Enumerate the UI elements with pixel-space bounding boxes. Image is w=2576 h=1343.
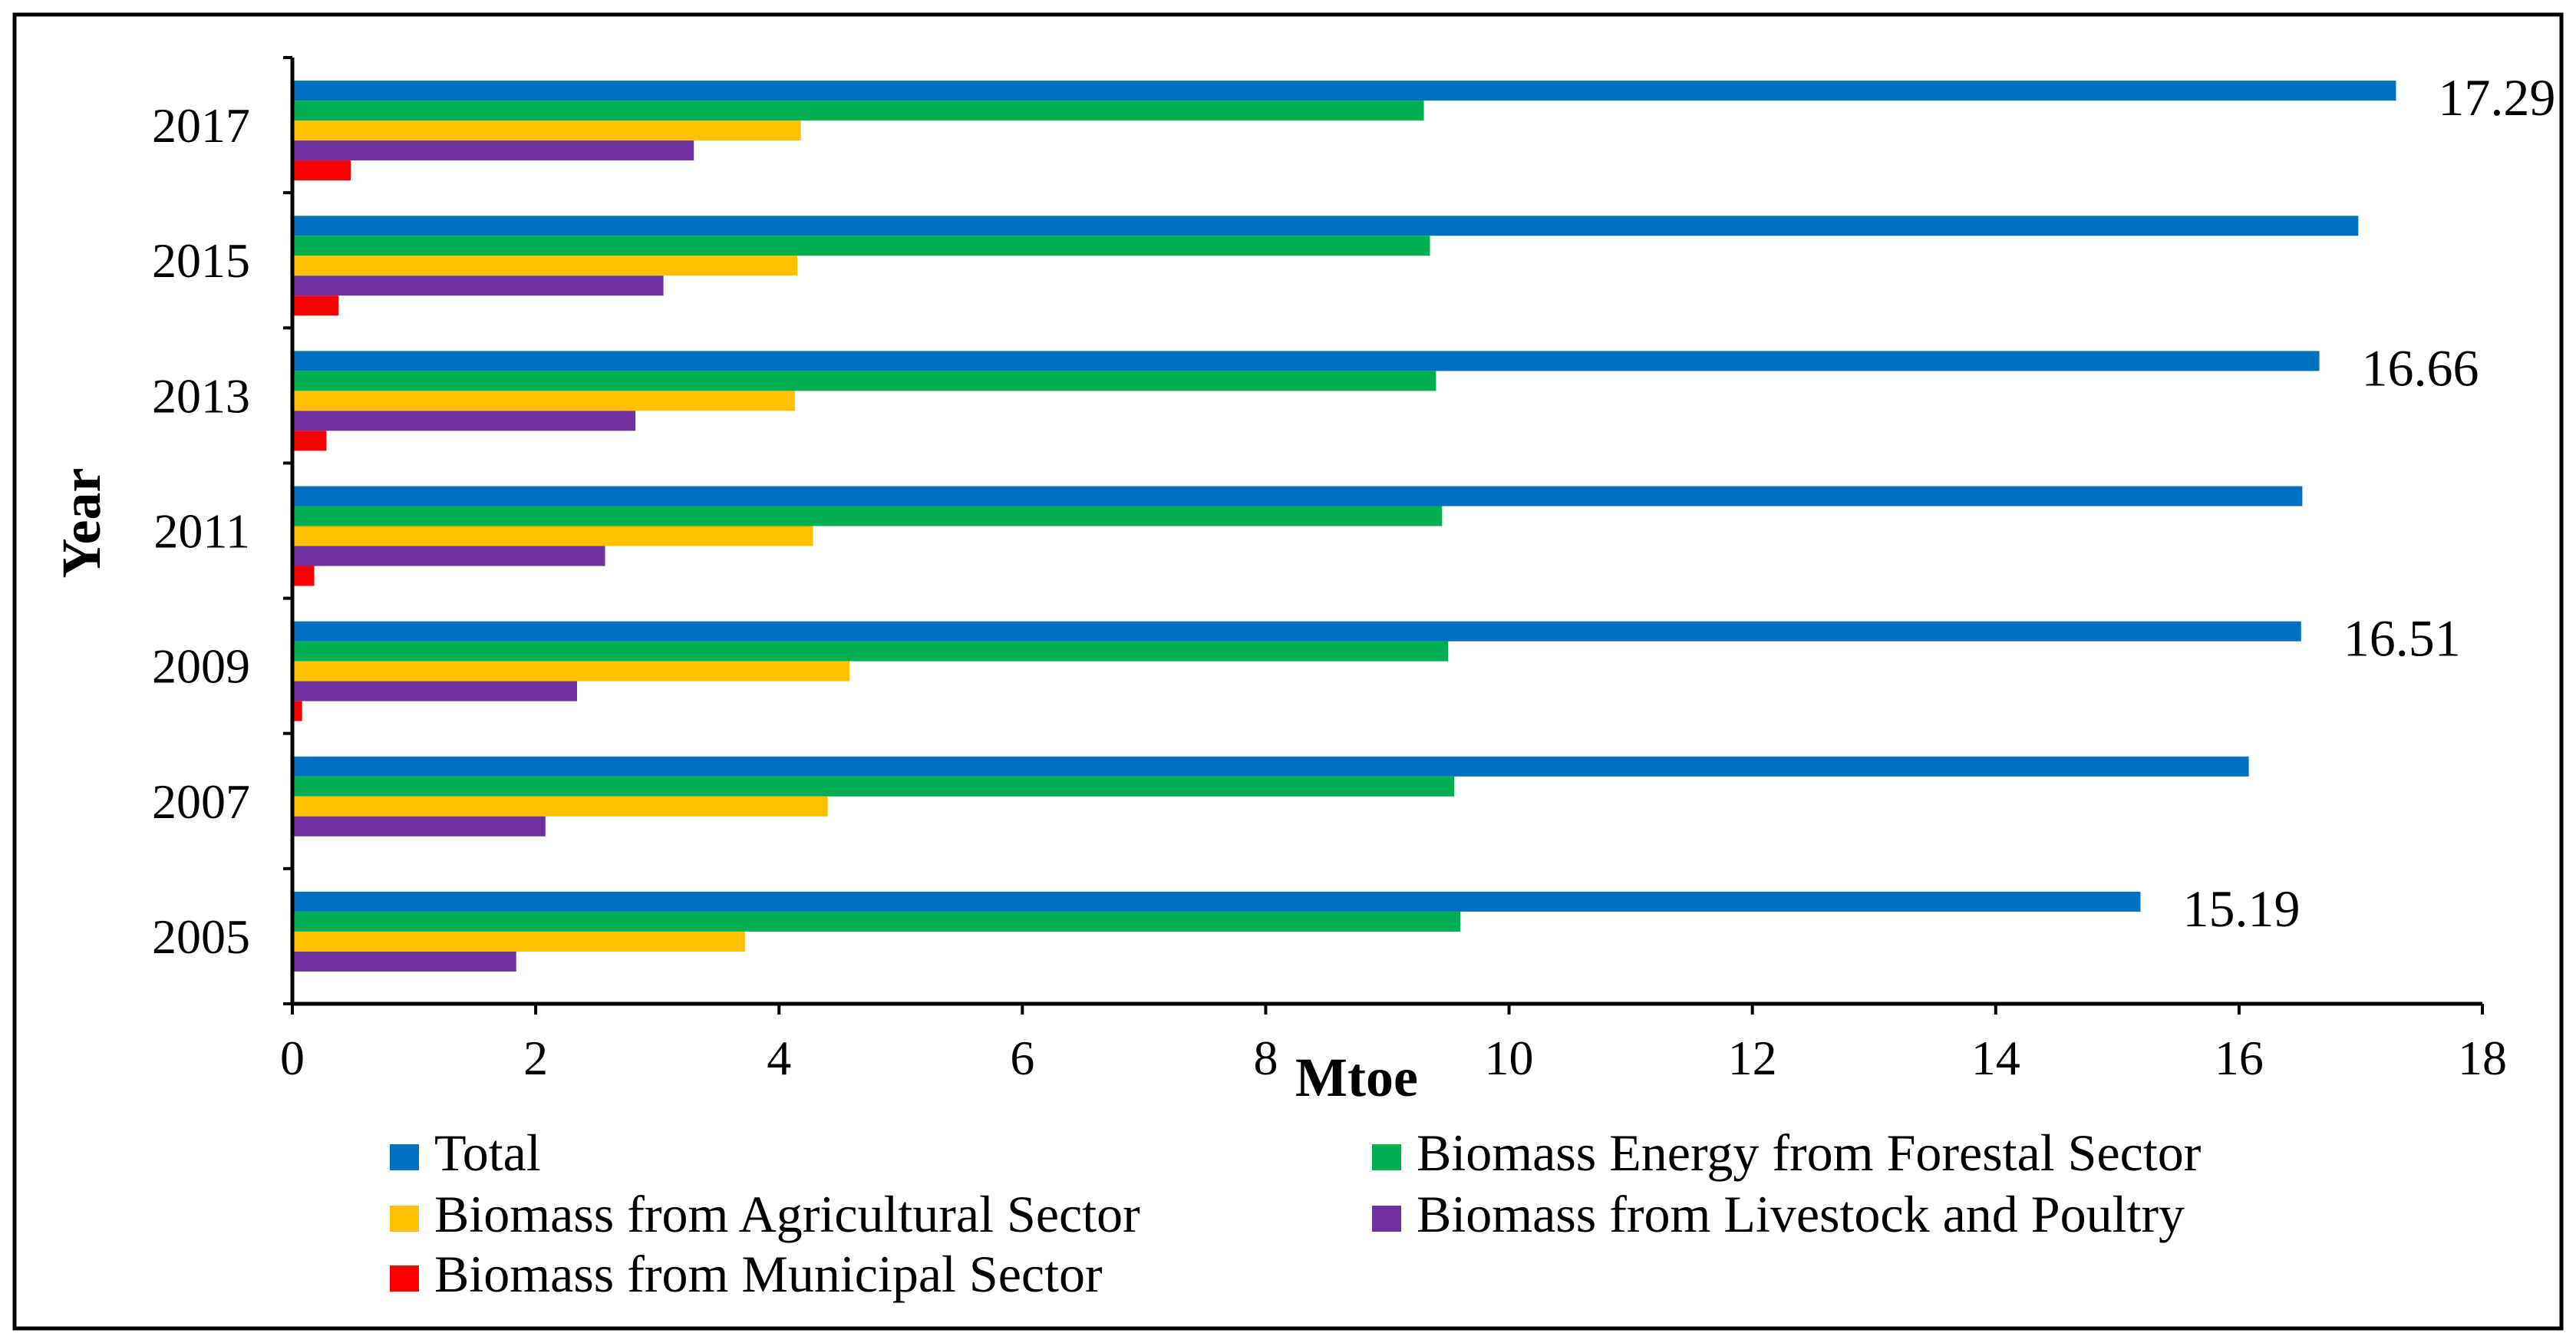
legend-label-total: Total [434,1124,541,1182]
bar-2011-biomass-from-livestock-and-poultry [292,546,605,566]
bar-2005-biomass-from-agricultural-sector [292,931,745,952]
bar-2011-total [292,486,2303,507]
x-tick-label-2: 2 [523,1031,548,1085]
bar-2009-biomass-energy-from-forestal-sector [292,641,1449,662]
bar-2007-biomass-from-livestock-and-poultry [292,816,546,836]
legend-label-biomass-from-agricultural-sector: Biomass from Agricultural Sector [434,1185,1140,1243]
y-tick-label-2009: 2009 [152,639,250,694]
x-tick-label-6: 6 [1010,1031,1034,1085]
bar-2013-biomass-from-agricultural-sector [292,391,795,411]
bar-2017-biomass-from-municipal-sector [292,160,351,181]
labels-layer: 2017 2015 2013 2011 2009 2007 2005 0 2 4 6 8 10 12 14 1… [51,68,2555,1108]
x-axis-title: Mtoe [1295,1047,1418,1108]
legend-swatch-biomass-from-agricultural-sector [390,1206,419,1232]
bar-2009-total [292,621,2301,642]
x-tick-label-0: 0 [280,1031,305,1085]
legend-swatch-biomass-from-livestock-and-poultry [1372,1206,1401,1232]
x-tick-label-14: 14 [1971,1031,2020,1085]
bar-2007-total [292,756,2249,777]
data-label-2005: 15.19 [2182,879,2300,938]
bar-2013-biomass-energy-from-forestal-sector [292,371,1436,391]
bars-layer [292,81,2396,972]
y-axis-title: Year [51,468,112,579]
bar-2015-biomass-from-agricultural-sector [292,256,798,276]
legend-swatch-biomass-energy-from-forestal-sector [1372,1144,1401,1170]
x-tick-label-18: 18 [2458,1031,2507,1085]
legend-label-biomass-from-municipal-sector: Biomass from Municipal Sector [434,1245,1103,1303]
bar-2005-biomass-energy-from-forestal-sector [292,911,1461,932]
bar-2009-biomass-from-agricultural-sector [292,661,850,681]
data-label-2009: 16.51 [2343,609,2461,668]
y-tick-label-2013: 2013 [152,368,250,423]
outer-border [12,12,2564,1331]
bar-2013-total [292,351,2320,371]
bar-2015-biomass-from-municipal-sector [292,295,339,316]
y-tick-label-2017: 2017 [152,98,250,153]
bar-2007-biomass-energy-from-forestal-sector [292,776,1455,797]
data-label-2017: 17.29 [2438,68,2555,127]
legend: Total Biomass Energy from Forestal Sector… [390,1124,2202,1303]
x-tick-label-4: 4 [767,1031,791,1085]
bar-2017-total [292,81,2396,101]
x-tick-label-8: 8 [1253,1031,1278,1085]
legend-swatch-biomass-from-municipal-sector [390,1265,419,1292]
x-tick-label-16: 16 [2215,1031,2264,1085]
bar-2015-biomass-energy-from-forestal-sector [292,236,1430,256]
bar-2009-biomass-from-municipal-sector [292,701,302,721]
y-tick-label-2007: 2007 [152,774,250,829]
x-tick-label-10: 10 [1485,1031,1534,1085]
bar-2017-biomass-energy-from-forestal-sector [292,101,1424,121]
bar-2011-biomass-from-agricultural-sector [292,526,813,546]
bar-2005-total [292,891,2141,912]
legend-label-biomass-from-livestock-and-poultry: Biomass from Livestock and Poultry [1417,1185,2185,1243]
data-label-2013: 16.66 [2362,338,2479,397]
y-tick-label-2005: 2005 [152,909,250,964]
bar-2013-biomass-from-livestock-and-poultry [292,411,636,431]
bar-2017-biomass-from-livestock-and-poultry [292,140,694,161]
y-tick-label-2015: 2015 [152,233,250,288]
bar-2011-biomass-energy-from-forestal-sector [292,506,1443,526]
bar-2015-total [292,216,2359,236]
bar-2007-biomass-from-agricultural-sector [292,796,828,817]
bar-2015-biomass-from-livestock-and-poultry [292,276,664,296]
bar-2017-biomass-from-agricultural-sector [292,120,801,141]
bar-2013-biomass-from-municipal-sector [292,431,327,451]
legend-label-biomass-energy-from-forestal-sector: Biomass Energy from Forestal Sector [1417,1124,2202,1182]
bar-2005-biomass-from-livestock-and-poultry [292,951,516,972]
x-tick-label-12: 12 [1728,1031,1777,1085]
y-tick-label-2011: 2011 [153,504,250,559]
bar-2011-biomass-from-municipal-sector [292,566,315,586]
axes-layer [283,56,2484,1015]
legend-swatch-total [390,1144,419,1170]
bar-2009-biomass-from-livestock-and-poultry [292,681,578,701]
